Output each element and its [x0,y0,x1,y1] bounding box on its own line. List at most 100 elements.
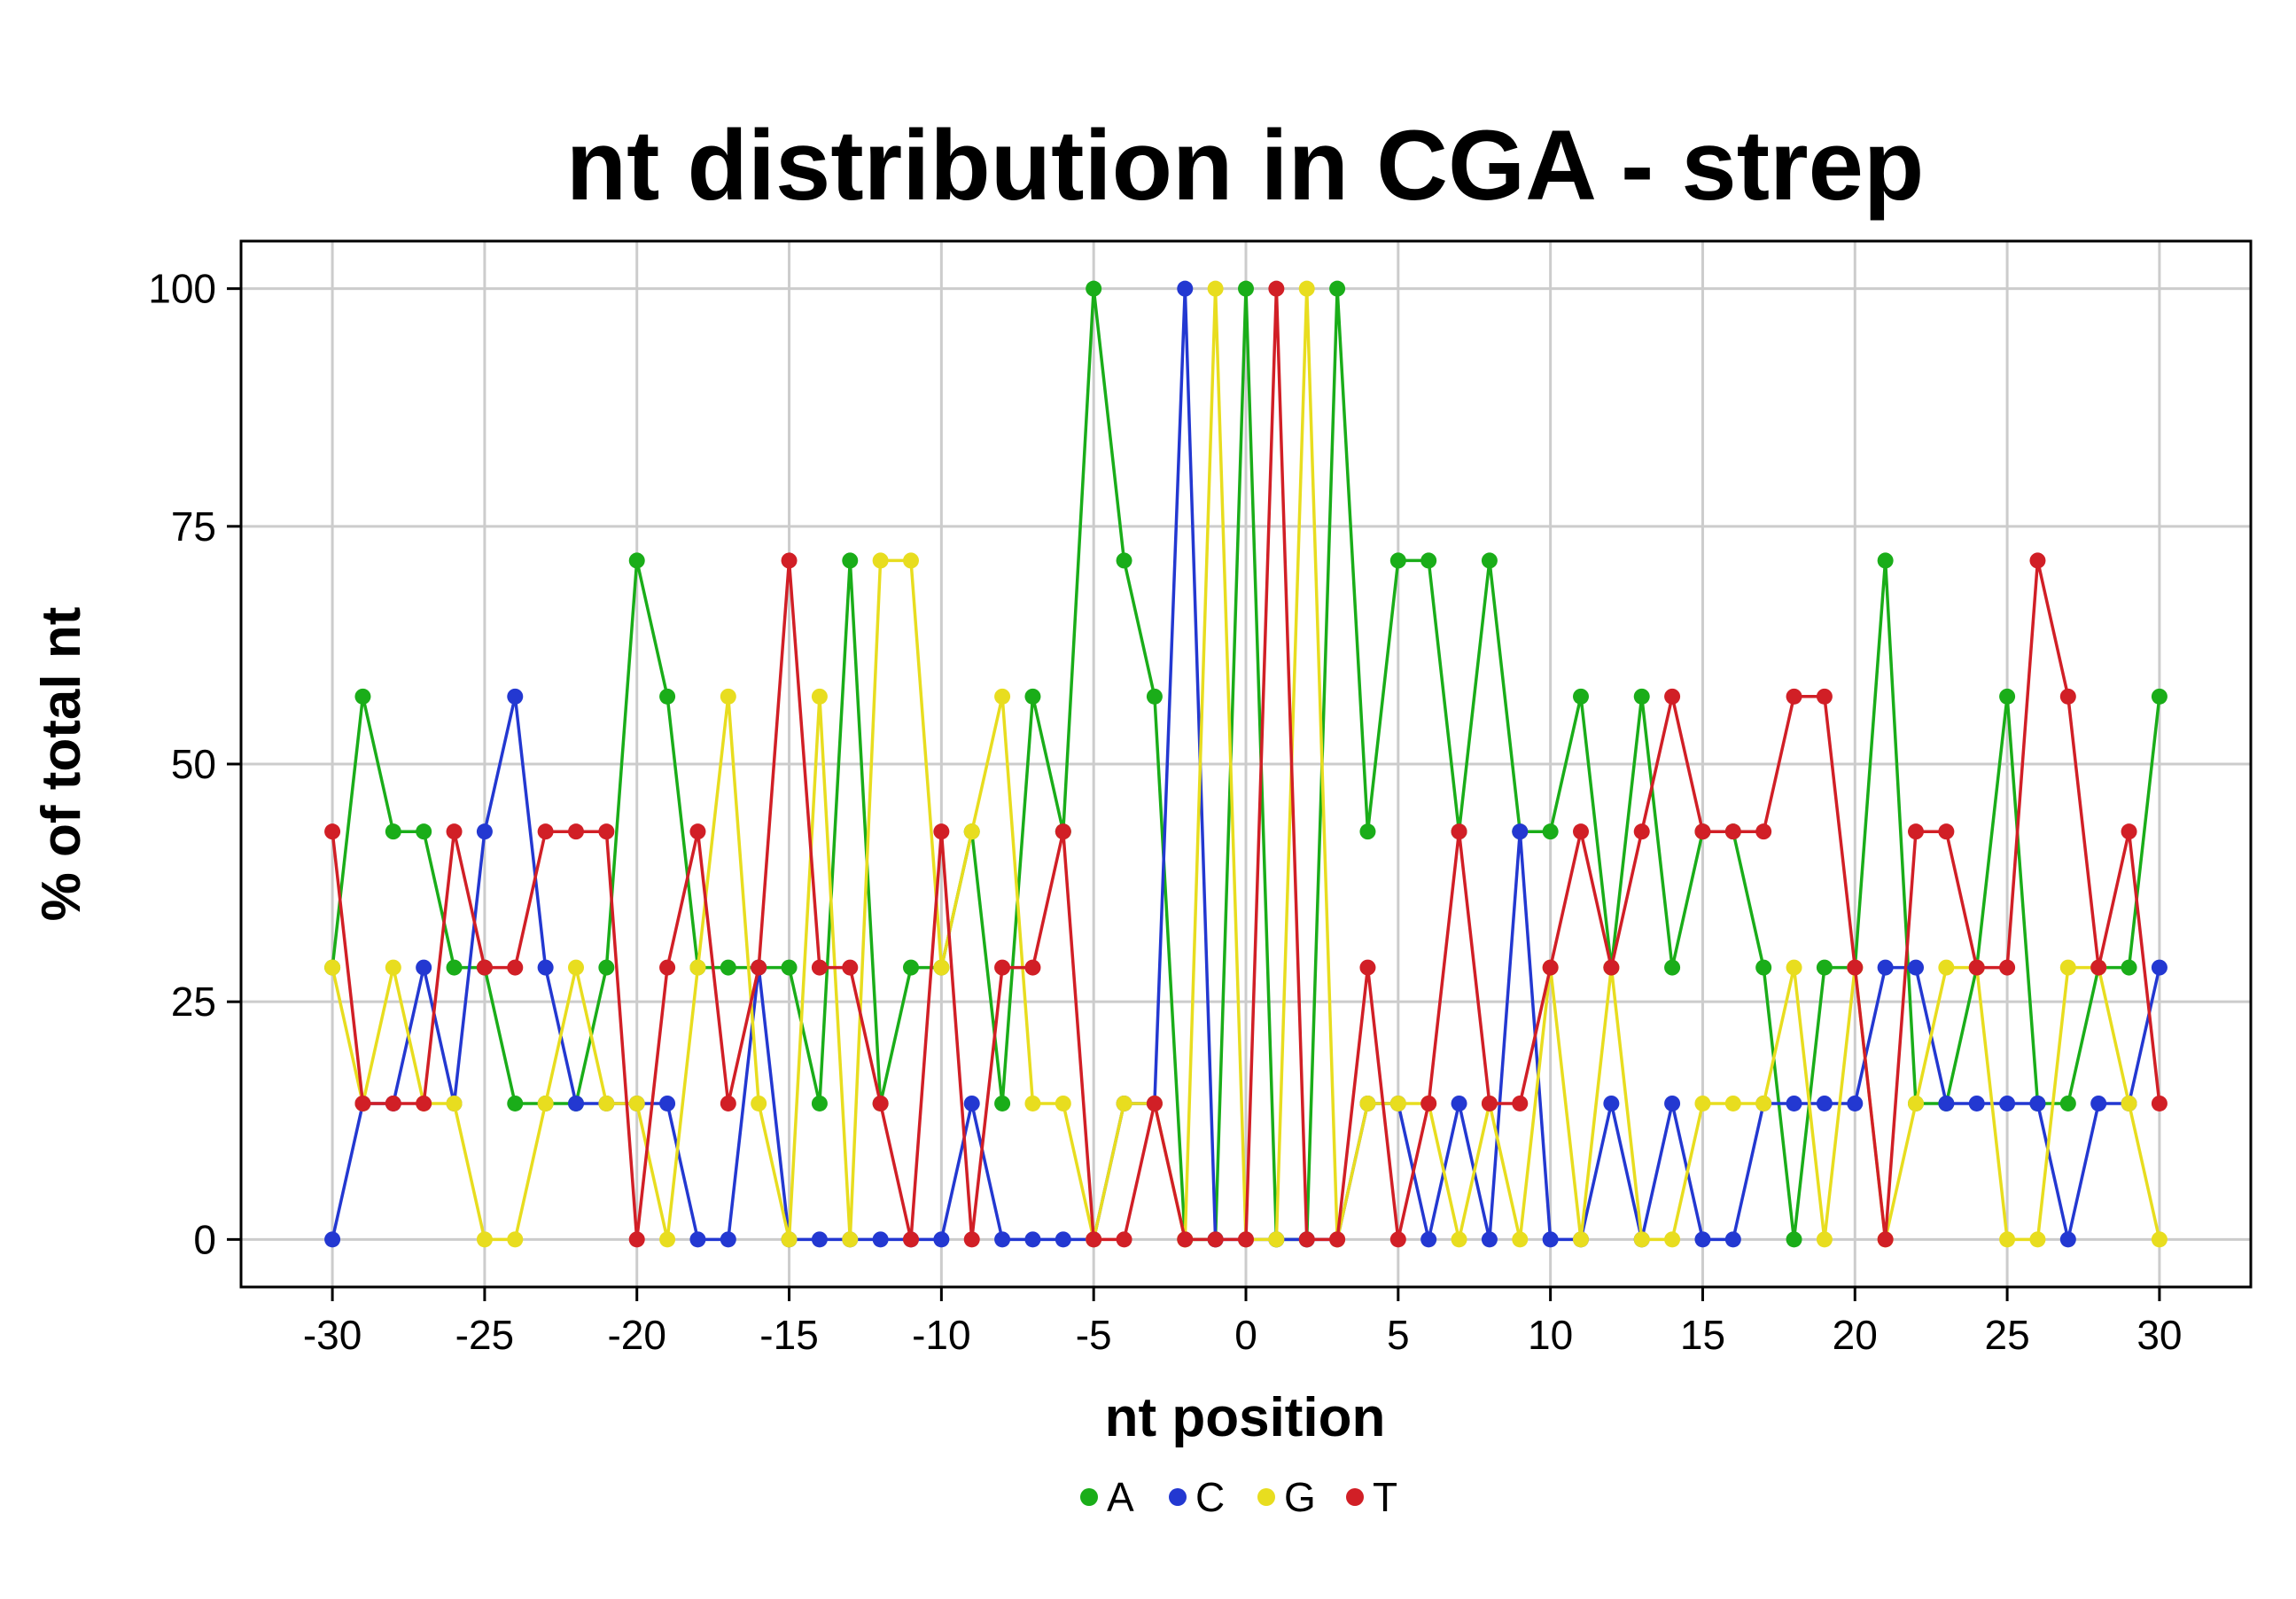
data-point-G [1633,1231,1650,1248]
data-point-A [659,688,676,705]
data-point-T [1633,823,1650,840]
data-point-G [476,1231,493,1248]
data-point-G [1816,1231,1833,1248]
data-point-A [385,823,401,840]
x-axis-title: nt position [1105,1387,1386,1448]
data-point-A [2151,688,2168,705]
data-point-C [659,1095,676,1112]
data-point-T [1603,959,1620,976]
chart-title: nt distribution in CGA - strep [566,110,1925,221]
data-point-T [1389,1231,1406,1248]
data-point-T [2029,552,2046,569]
data-point-T [1999,959,2016,976]
data-point-T [1968,959,1985,976]
data-point-C [2151,959,2168,976]
x-tick-label: -15 [759,1312,818,1358]
data-point-A [811,1095,828,1112]
data-point-G [2059,959,2076,976]
data-point-C [568,1095,584,1112]
x-tick-label: -10 [912,1312,970,1358]
data-point-G [720,688,736,705]
data-point-A [1633,688,1650,705]
data-point-C [1512,823,1529,840]
data-point-C [1694,1231,1711,1248]
data-point-C [811,1231,828,1248]
legend-item-A: A [1080,1474,1134,1520]
data-point-C [1481,1231,1498,1248]
data-point-G [811,688,828,705]
data-point-T [1816,688,1833,705]
data-point-T [1512,1095,1529,1112]
data-point-G [781,1231,798,1248]
data-point-T [1451,823,1467,840]
data-point-G [385,959,401,976]
data-point-G [1298,280,1315,297]
data-point-T [1847,959,1864,976]
data-point-A [1086,280,1102,297]
data-point-C [1999,1095,2016,1112]
data-point-C [933,1231,950,1248]
data-point-G [537,1095,554,1112]
data-point-A [842,552,859,569]
data-point-T [1024,959,1041,976]
x-tick-label: 25 [1985,1312,2030,1358]
data-point-A [1755,959,1772,976]
axes: -30 -25 -20 -15 -10 -5 0 5 10 15 20 25 30 0 25 50 75 100 [148,266,2182,1358]
data-point-C [2029,1095,2046,1112]
series-layer [324,280,2168,1248]
data-point-C [324,1231,341,1248]
data-point-G [933,959,950,976]
data-point-G [689,959,706,976]
y-tick-label: 50 [171,741,216,787]
data-point-C [416,959,432,976]
data-point-C [1786,1095,1802,1112]
data-point-A [1481,552,1498,569]
grid [241,241,2251,1287]
data-point-T [872,1095,889,1112]
legend-label-A: A [1107,1474,1134,1520]
data-point-A [446,959,463,976]
legend-item-T: T [1346,1474,1397,1520]
data-point-C [1664,1095,1681,1112]
data-point-A [354,688,371,705]
data-point-G [1724,1095,1741,1112]
y-axis-title: % of total nt [31,607,92,922]
data-point-T [1938,823,1955,840]
data-point-G [1755,1095,1772,1112]
data-point-A [994,1095,1011,1112]
data-point-G [324,959,341,976]
data-point-G [1573,1231,1589,1248]
legend-key-C [1169,1488,1187,1506]
data-point-T [1724,823,1741,840]
data-point-G [1908,1095,1924,1112]
data-point-T [446,823,463,840]
x-tick-label: 5 [1387,1312,1410,1358]
legend-label-C: C [1195,1474,1225,1520]
x-tick-label: 15 [1680,1312,1725,1358]
data-point-T [751,959,767,976]
data-point-G [2121,1095,2137,1112]
data-point-G [1389,1095,1406,1112]
data-point-T [842,959,859,976]
data-point-T [2059,688,2076,705]
data-point-T [963,1231,980,1248]
data-point-C [507,688,524,705]
data-point-G [1268,1231,1285,1248]
data-point-T [1481,1095,1498,1112]
data-point-T [689,823,706,840]
data-point-C [2059,1231,2076,1248]
data-point-A [1664,959,1681,976]
data-point-C [1877,959,1894,976]
x-tick-label: -5 [1076,1312,1112,1358]
data-point-C [1055,1231,1071,1248]
data-point-C [1024,1231,1041,1248]
data-point-G [1024,1095,1041,1112]
data-point-C [1542,1231,1559,1248]
data-point-G [963,823,980,840]
data-point-G [751,1095,767,1112]
data-point-T [2090,959,2107,976]
data-point-A [1573,688,1589,705]
y-tick-label: 75 [171,503,216,550]
